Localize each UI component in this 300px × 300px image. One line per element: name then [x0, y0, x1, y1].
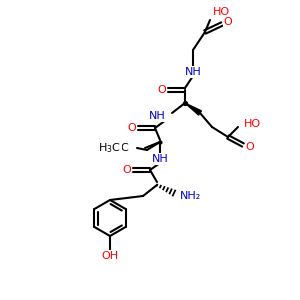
- Text: NH₂: NH₂: [180, 191, 201, 201]
- Text: O: O: [123, 165, 131, 175]
- Polygon shape: [185, 103, 201, 115]
- Text: NH: NH: [152, 154, 168, 164]
- Text: NH: NH: [149, 111, 166, 121]
- Text: HO: HO: [244, 119, 261, 129]
- Text: O: O: [128, 123, 136, 133]
- Text: HO: HO: [213, 7, 230, 17]
- Text: O: O: [158, 85, 166, 95]
- Text: NH: NH: [184, 67, 201, 77]
- Text: H₃C: H₃C: [109, 143, 130, 153]
- Text: OH: OH: [101, 251, 118, 261]
- Text: O: O: [246, 142, 254, 152]
- Text: O: O: [224, 17, 232, 27]
- Text: $\mathregular{H_3C}$: $\mathregular{H_3C}$: [98, 141, 121, 155]
